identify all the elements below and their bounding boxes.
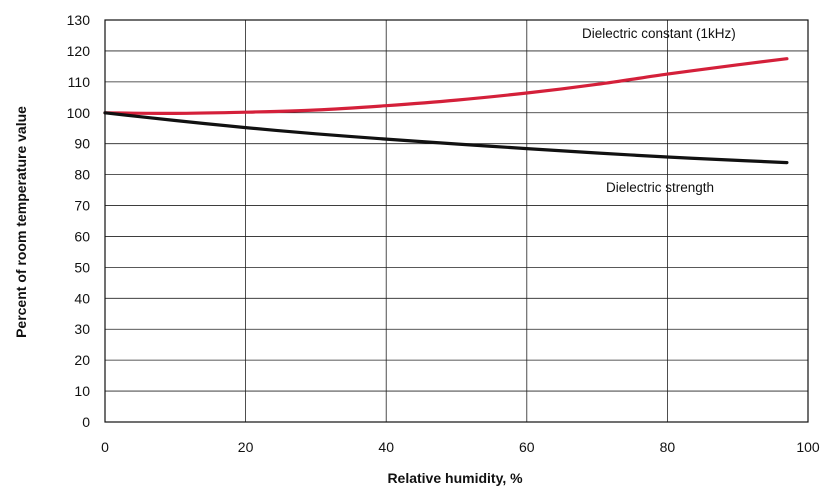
series-line-1 [103,111,789,165]
x-axis-title: Relative humidity, % [387,470,523,486]
y-tick-label: 40 [74,290,90,306]
y-axis-title: Percent of room temperature value [13,106,29,338]
y-tick-label: 130 [67,12,91,28]
x-tick-label: 40 [378,439,394,455]
y-tick-label: 70 [74,198,90,214]
y-tick-label: 20 [74,352,90,368]
x-tick-labels: 0 20 40 60 80 100 [101,439,820,455]
x-tick-label: 0 [101,439,109,455]
y-tick-label: 80 [74,167,90,183]
y-tick-label: 30 [74,321,90,337]
y-tick-label: 10 [74,383,90,399]
y-tick-label: 60 [74,228,90,244]
series-line-0 [103,57,789,116]
series-label-dielectric-strength: Dielectric strength [606,180,714,195]
series-lines [103,57,789,165]
plot-frame [104,19,809,423]
y-tick-label: 0 [82,414,90,430]
y-tick-label: 50 [74,259,90,275]
x-tick-label: 80 [660,439,676,455]
y-tick-label: 120 [67,43,91,59]
series-label-dielectric-constant: Dielectric constant (1kHz) [582,26,736,41]
x-tick-label: 60 [519,439,535,455]
y-tick-labels: 0 10 20 30 40 50 60 70 80 90 100 110 120 130 [67,12,91,430]
x-tick-label: 100 [796,439,820,455]
x-tick-label: 20 [238,439,254,455]
y-tick-label: 100 [67,105,91,121]
y-tick-label: 90 [74,136,90,152]
grid-lines [104,19,809,423]
y-tick-label: 110 [68,74,91,90]
